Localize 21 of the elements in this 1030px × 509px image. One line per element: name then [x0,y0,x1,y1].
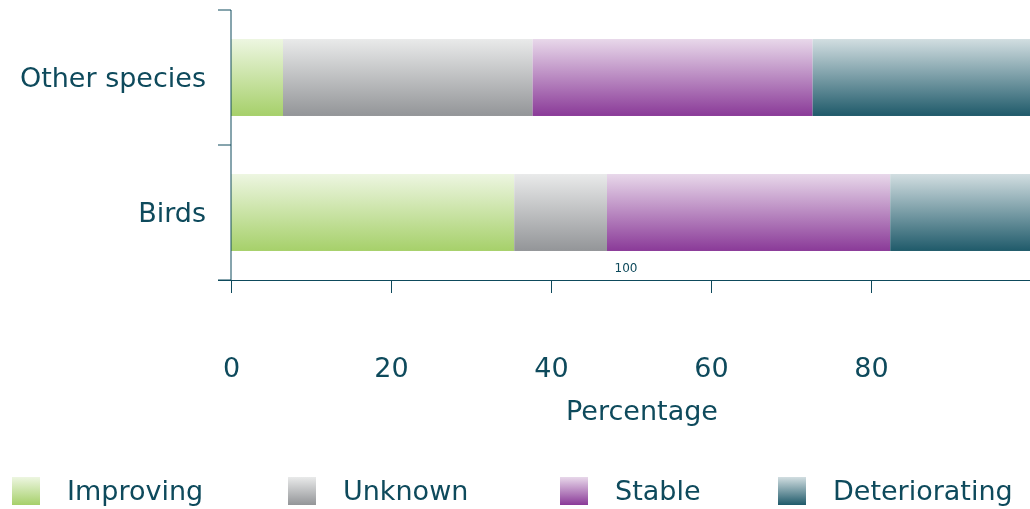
x-tick-label: 60 [694,352,729,384]
bar [890,174,1030,251]
y-tick-label: Other species [19,61,206,93]
legend-label: Improving [67,475,204,507]
bar [231,39,283,116]
y-tick-label: Birds [138,196,206,228]
x-tick-label: 0 [222,352,241,384]
bar [607,174,891,251]
bar [532,39,813,116]
bar [283,39,533,116]
x-tick-label: 20 [374,352,409,384]
annotation: 100 [614,261,638,275]
bar [231,174,515,251]
x-tick-label: 40 [534,352,569,384]
legend-label: Deteriorating [833,475,1013,507]
legend-label: Stable [615,475,701,507]
x-axis-title: Percentage [566,395,718,426]
legend-label: Unknown [343,475,469,507]
x-tick-label: 80 [854,352,889,384]
bar [812,39,1030,116]
bar [514,174,607,251]
